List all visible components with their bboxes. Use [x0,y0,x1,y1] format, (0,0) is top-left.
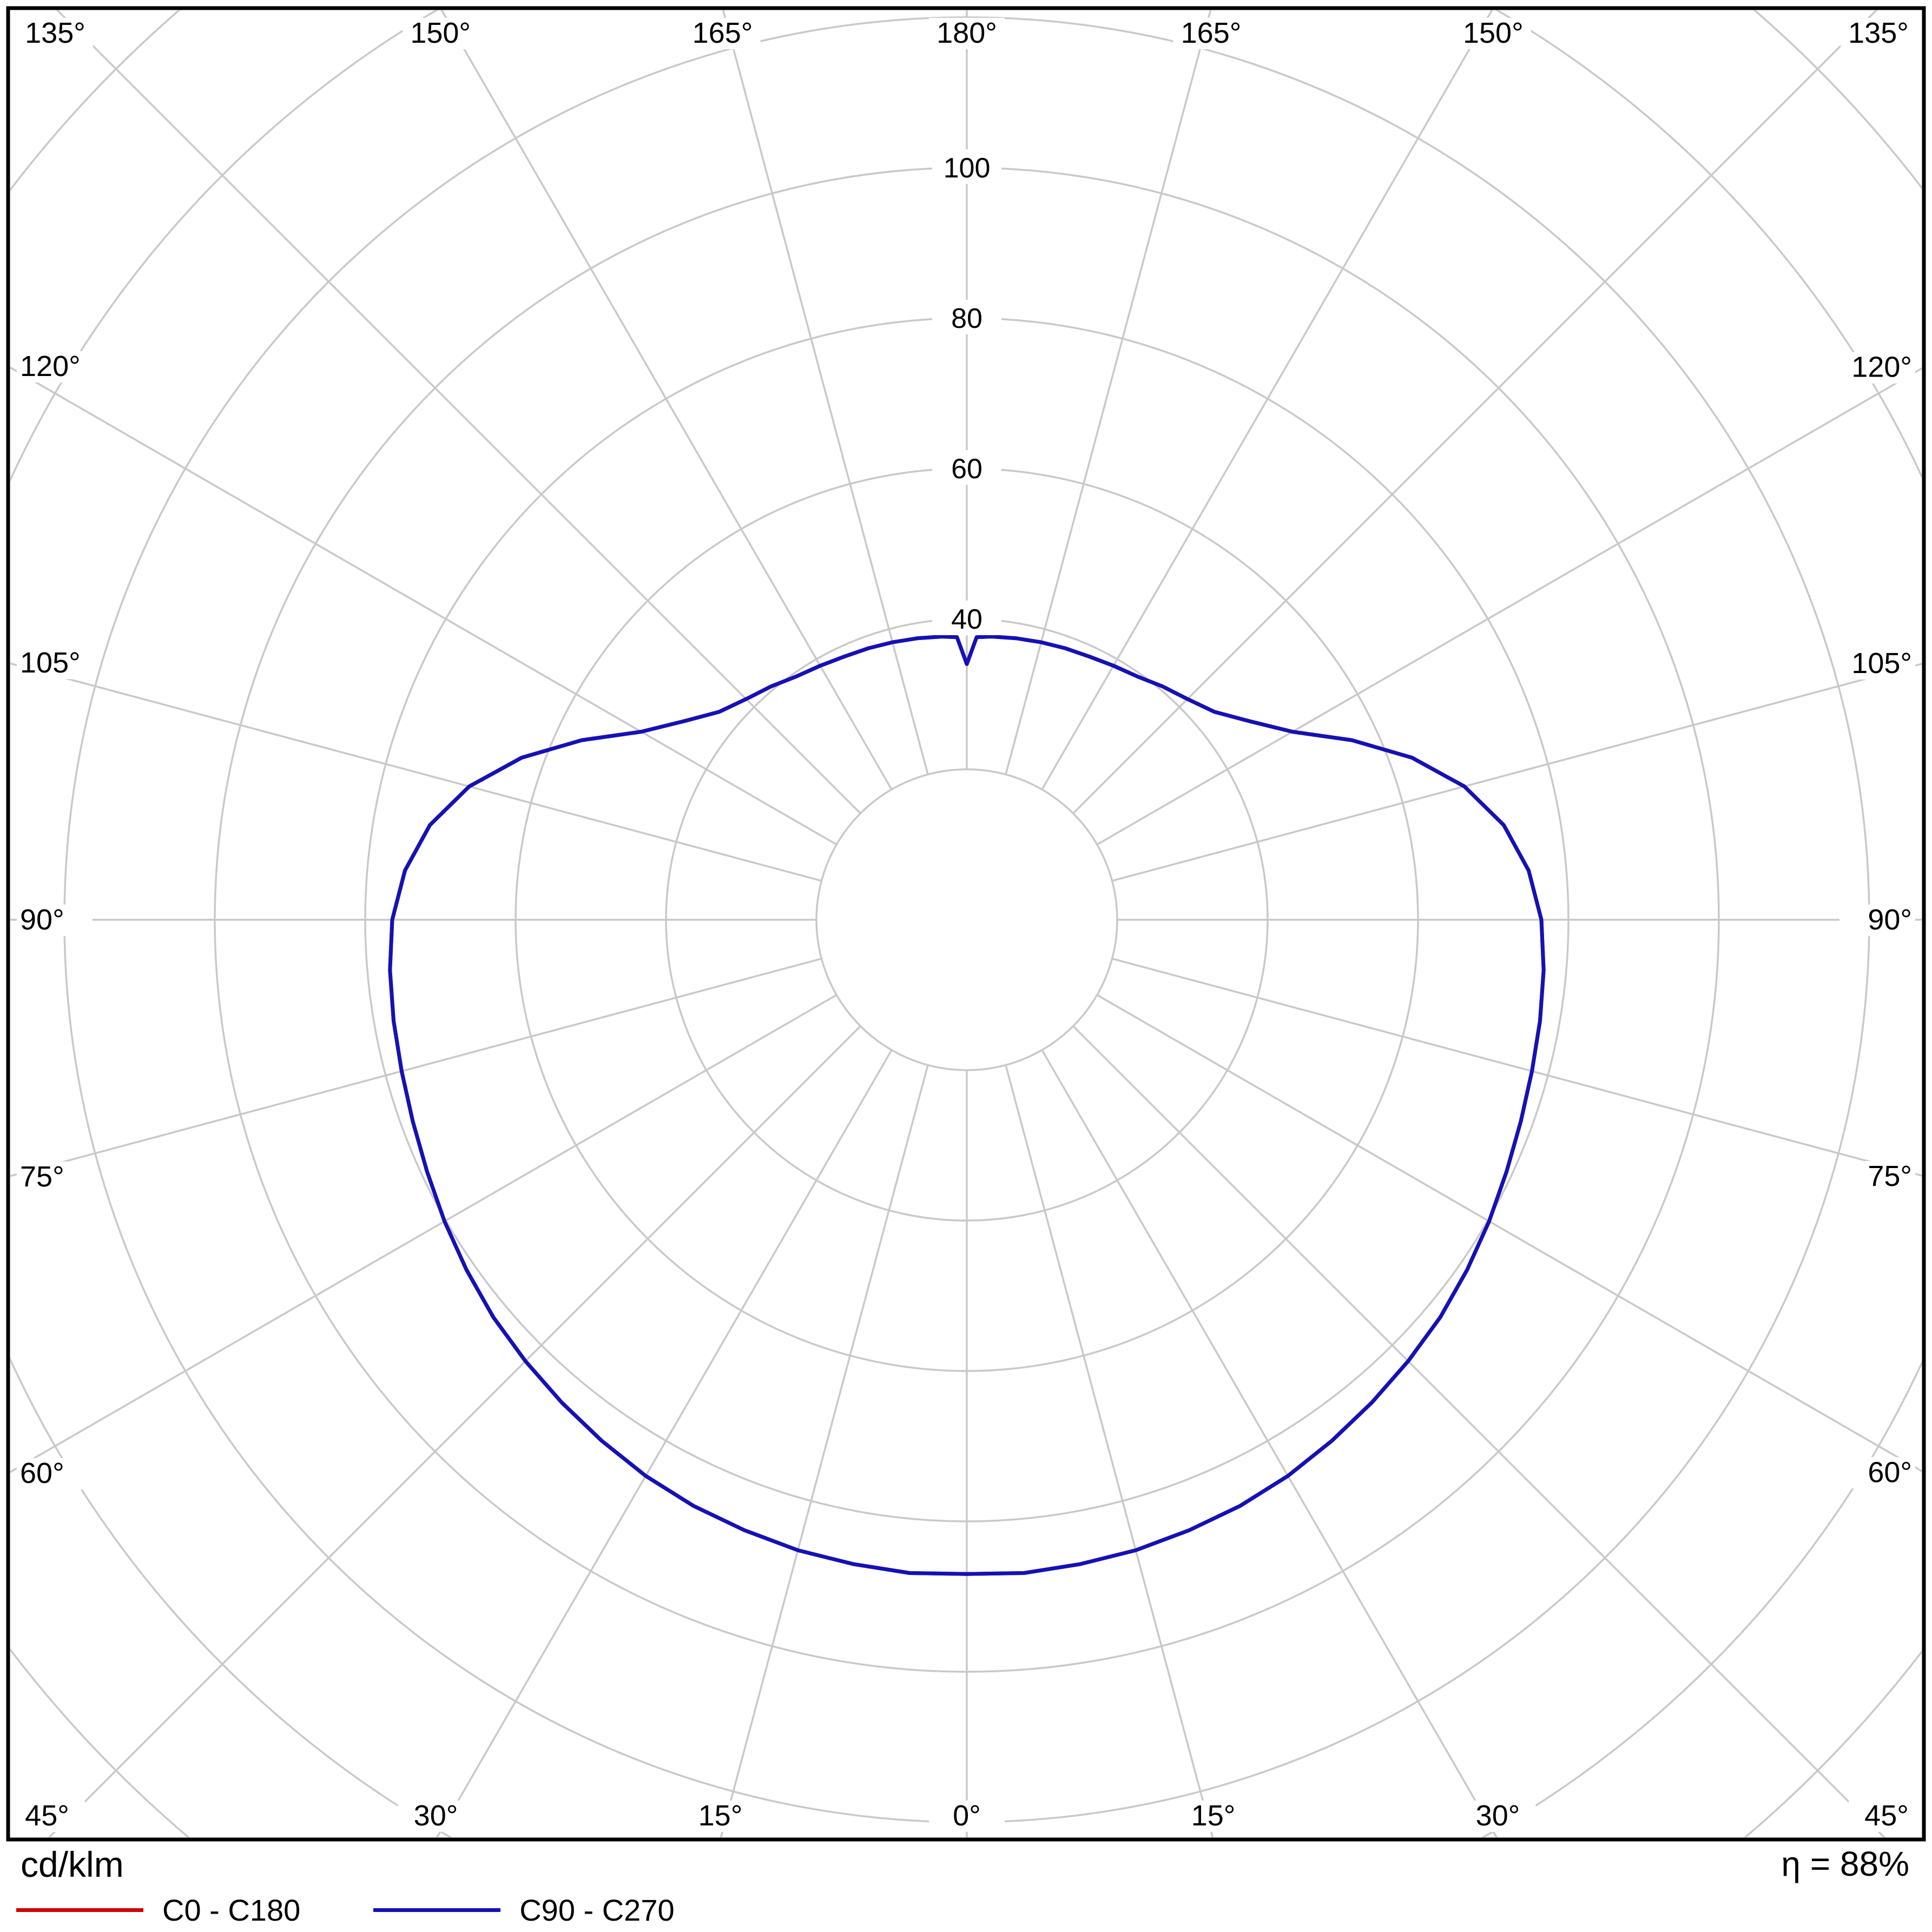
angle-label-15-left: 15° [698,1799,743,1832]
angle-label-165-right: 165° [1181,17,1242,49]
angle-label-bg-45-left [9,1801,85,1832]
angle-label-90-right: 90° [1868,904,1912,936]
radial-tick-label-40: 40 [951,604,983,635]
angle-label-30-right: 30° [1476,1799,1520,1832]
radial-tick-label-100: 100 [944,153,991,184]
angle-label-bg-15-left [682,1801,759,1832]
radial-grid-line-75 [1112,958,1922,1177]
angle-label-30-left: 30° [414,1799,458,1832]
angle-label-bg-120-right [1839,352,1915,384]
angle-label-180-right: 180° [937,17,997,49]
radial-grid-line-285 [10,958,822,1177]
angle-label-bg-15-right [1175,1801,1251,1832]
radial-tick-label-60: 60 [951,453,983,485]
radial-grid-line-105 [1112,663,1922,882]
angle-label-bg-90-left [17,905,93,936]
radial-grid-line-120 [1096,367,1922,846]
angle-label-bg-60-left [17,1458,93,1490]
radial-grid-line-210 [440,10,893,790]
angle-label-120-right: 120° [1851,351,1912,384]
units-label: cd/klm [21,1844,124,1884]
radial-grid-line-45 [1072,1025,1886,1837]
legend: C0 - C180 C90 - C270 [16,1893,675,1928]
radial-grid-line-330 [436,1049,893,1837]
angle-label-150-left: 150° [410,17,471,49]
angle-label-bg-90-right [1839,905,1915,936]
legend-label-c0-c180: C0 - C180 [162,1893,301,1927]
angle-label-bg-150-right [1455,18,1531,49]
angle-label-bg-135-right [1841,18,1916,49]
angle-label-150-right: 150° [1463,17,1524,49]
angle-label-bg-45-right [1849,1801,1924,1832]
angle-label-75-right: 75° [1868,1160,1912,1192]
curve-c90-c270 [388,635,1546,1576]
radial-grid-line-315 [48,1025,861,1837]
angle-label-105-left: 105° [20,647,81,679]
radial-tick-bg-80 [932,300,1001,334]
legend-line-c0-c180-icon [16,1908,143,1912]
radial-tick-bg-100 [932,149,1001,184]
radial-grid-line-225 [56,10,861,814]
radial-grid-line-240 [10,366,838,846]
angle-label-45-right: 45° [1864,1799,1909,1832]
angle-label-165-left: 165° [693,17,753,49]
angle-label-bg-30-right [1460,1801,1536,1832]
radial-grid-line-135 [1072,10,1878,814]
angle-label-135-right: 135° [1848,17,1909,49]
angle-label-bg-105-left [17,648,93,680]
radial-grid-line-15 [1005,1065,1214,1837]
angle-label-60-right: 60° [1868,1456,1912,1488]
angle-label-bg-165-right [1173,18,1249,49]
angle-label-bg-0-right [929,1801,1005,1832]
radial-grid-line-30 [1041,1049,1498,1837]
angle-label-bg-30-left [398,1801,474,1832]
angle-label-60-left: 60° [20,1457,64,1489]
angle-label-bg-105-right [1839,648,1915,680]
angle-label-15-right: 15° [1191,1799,1236,1832]
legend-item-c0-c180: C0 - C180 [16,1893,300,1928]
radial-tick-bg-60 [932,450,1001,485]
angle-label-bg-120-left [17,351,93,383]
angle-label-bg-60-right [1839,1457,1915,1489]
angle-label-bg-180-right [929,18,1005,49]
angle-label-bg-75-left [17,1161,93,1193]
radial-grid-line-300 [10,994,838,1473]
radial-grid-line-345 [720,1065,929,1837]
angle-label-bg-165-left [684,18,761,49]
angle-label-bg-135-left [17,18,93,49]
legend-item-c90-c270: C90 - C270 [373,1893,675,1928]
radial-grid-line-255 [10,662,822,882]
legend-line-c90-c270-icon [373,1908,501,1912]
angle-label-90-left: 90° [20,904,64,936]
angle-label-75-left: 75° [20,1160,64,1193]
radial-grid-line-150 [1041,10,1493,790]
angle-label-105-right: 105° [1851,647,1912,680]
efficiency-label: η = 88% [1781,1844,1909,1883]
radial-grid-line-60 [1096,994,1922,1473]
angle-label-bg-150-left [403,18,479,49]
radial-grid-line-165 [1005,10,1212,775]
plot-border [6,6,1926,1842]
angle-label-120-left: 120° [20,350,81,383]
angle-label-0-right: 0° [953,1799,981,1832]
legend-label-c90-c270: C90 - C270 [519,1893,675,1927]
radial-tick-bg-40 [932,601,1001,635]
angle-label-bg-75-right [1839,1161,1915,1193]
radial-tick-label-80: 80 [951,303,983,334]
angle-label-135-left: 135° [25,17,85,49]
radial-grid-line-195 [722,10,929,775]
angle-label-45-left: 45° [25,1799,69,1832]
